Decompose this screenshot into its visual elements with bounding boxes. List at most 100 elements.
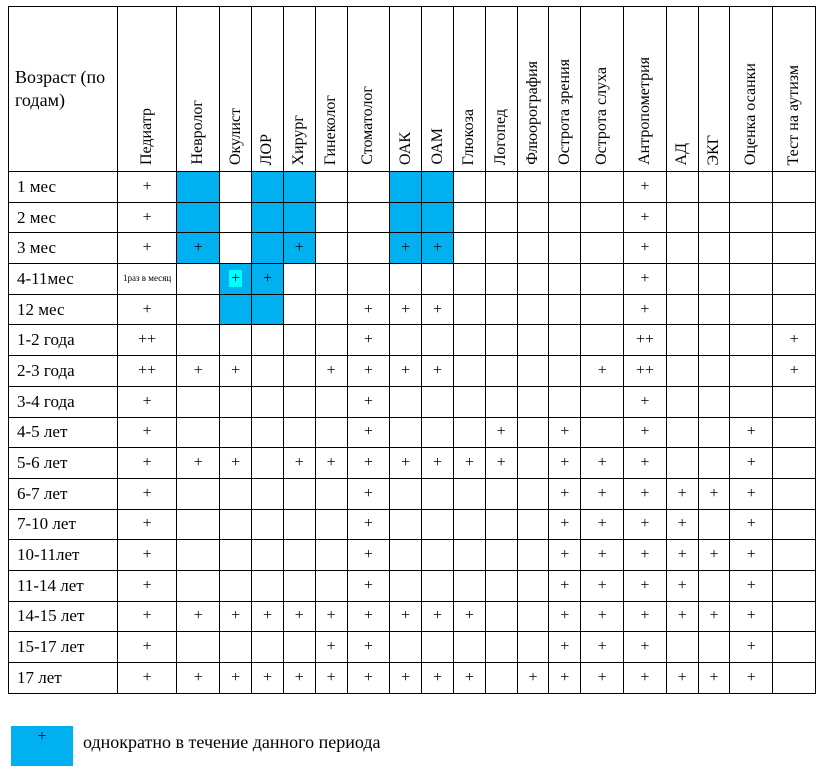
column-header: Хирург	[282, 6, 316, 172]
table-cell	[548, 293, 582, 326]
column-header-label: Острота зрения	[555, 59, 573, 165]
table-cell	[665, 263, 699, 295]
table-cell: +	[729, 477, 774, 510]
table-cell	[421, 539, 454, 571]
table-cell	[282, 477, 316, 510]
table-row: 6-7 лет + + + + + + + +	[8, 477, 816, 510]
table-cell: +	[116, 508, 178, 541]
table-cell: +	[314, 631, 348, 663]
table-cell	[314, 539, 348, 571]
table-cell	[176, 324, 221, 357]
table-cell	[580, 385, 624, 418]
table-cell: +	[389, 232, 423, 265]
table-cell: +	[622, 293, 667, 326]
column-header: ЭКГ	[697, 6, 731, 172]
table-cell: +	[729, 662, 774, 694]
table-cell	[282, 631, 316, 663]
table-cell	[452, 171, 486, 203]
table-cell	[665, 355, 699, 387]
table-cell	[389, 324, 423, 357]
table-cell	[314, 569, 348, 602]
table-cell	[484, 477, 518, 510]
column-header: ОАК	[389, 6, 423, 172]
table-cell: +	[314, 662, 348, 694]
table-cell: +	[484, 416, 518, 449]
column-header-label: Тест на аутизм	[785, 64, 803, 165]
table-cell: +	[580, 600, 624, 633]
table-cell: +	[251, 662, 284, 694]
table-cell: +	[622, 416, 667, 449]
table-cell: +	[421, 662, 454, 694]
table-cell	[548, 201, 582, 234]
table-cell	[516, 324, 550, 357]
table-cell	[516, 600, 550, 633]
table-cell	[516, 355, 550, 387]
table-cell	[729, 324, 774, 357]
table-cell	[219, 324, 253, 357]
table-cell	[772, 201, 816, 234]
table-cell	[729, 232, 774, 265]
legend: + однократно в течение данного периода	[11, 722, 801, 767]
table-cell	[772, 232, 816, 265]
table-cell	[251, 631, 284, 663]
table-row: 12 мес + + + + +	[8, 293, 816, 326]
table-cell	[219, 477, 253, 510]
table-row: 2 мес + +	[8, 201, 816, 234]
table-cell	[697, 293, 731, 326]
table-cell	[251, 569, 284, 602]
table-cell	[452, 631, 486, 663]
table-cell	[516, 416, 550, 449]
age-cell: 3-4 года	[8, 385, 118, 418]
table-cell: +	[421, 447, 454, 479]
table-cell	[251, 171, 284, 203]
table-cell: +	[116, 232, 178, 265]
table-cell	[251, 508, 284, 541]
table-cell	[697, 416, 731, 449]
table-cell	[389, 539, 423, 571]
table-cell	[548, 232, 582, 265]
table-cell	[772, 477, 816, 510]
table-cell	[516, 293, 550, 326]
table-cell	[282, 508, 316, 541]
table-cell: +	[548, 416, 582, 449]
age-cell: 3 мес	[8, 232, 118, 265]
table-cell	[665, 324, 699, 357]
column-header-label: Флюорография	[523, 61, 541, 165]
table-cell	[282, 263, 316, 295]
table-cell	[665, 293, 699, 326]
table-cell	[548, 385, 582, 418]
table-cell	[314, 385, 348, 418]
column-header-label: Гинеколог	[322, 94, 340, 165]
table-row: 3-4 года + + +	[8, 385, 816, 418]
table-cell	[772, 385, 816, 418]
table-cell: +	[421, 293, 454, 326]
table-cell	[580, 171, 624, 203]
table-cell	[772, 508, 816, 541]
table-cell: +	[346, 324, 391, 357]
table-cell: +	[772, 355, 816, 387]
table-cell: +	[421, 600, 454, 633]
table-cell	[452, 232, 486, 265]
table-cell: +	[452, 447, 486, 479]
table-cell	[421, 416, 454, 449]
table-cell: +	[116, 293, 178, 326]
table-cell: ++	[622, 355, 667, 387]
table-cell: +	[580, 477, 624, 510]
table-cell: +	[548, 600, 582, 633]
table-cell	[452, 324, 486, 357]
table-cell: +	[346, 385, 391, 418]
table-cell	[452, 263, 486, 295]
table-cell	[251, 477, 284, 510]
column-header-label: Окулист	[226, 107, 244, 165]
table-cell: +	[346, 508, 391, 541]
table-cell: +	[282, 232, 316, 265]
table-cell	[729, 263, 774, 295]
table-cell: +	[314, 447, 348, 479]
table-cell: +	[665, 477, 699, 510]
column-header: Окулист	[219, 6, 253, 172]
table-cell	[729, 201, 774, 234]
age-cell: 1-2 года	[8, 324, 118, 357]
table-cell	[484, 662, 518, 694]
column-header-label: АД	[673, 142, 691, 165]
table-cell	[176, 263, 221, 295]
